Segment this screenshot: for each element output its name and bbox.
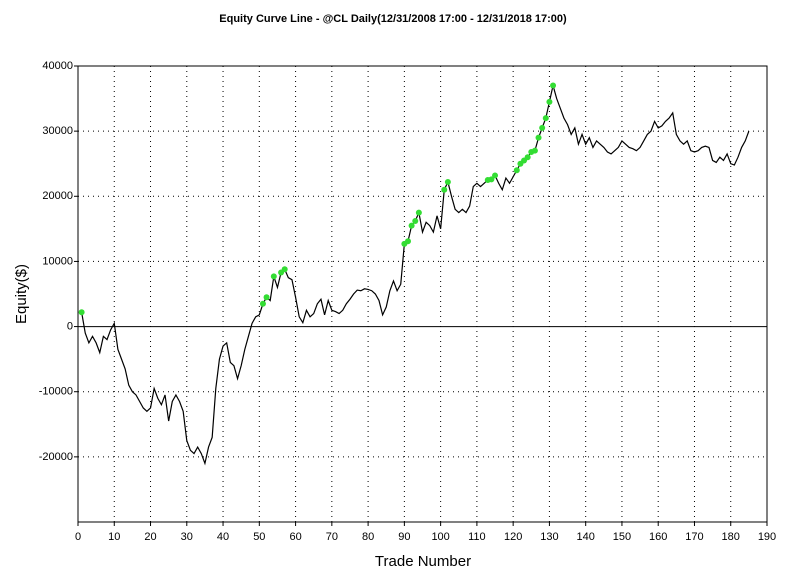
equity-high-marker — [444, 178, 451, 185]
equity-high-marker — [78, 309, 85, 316]
equity-high-marker — [408, 222, 415, 229]
equity-high-marker — [270, 273, 277, 280]
equity-high-marker — [263, 294, 270, 301]
plot-frame — [77, 65, 768, 523]
equity-line — [81, 85, 750, 466]
x-tick-label: 60 — [289, 531, 301, 543]
x-tick-label: 150 — [613, 531, 631, 543]
x-tick-label: 50 — [253, 531, 265, 543]
x-tick-label: 0 — [75, 531, 81, 543]
y-tick-label: 40000 — [42, 60, 73, 72]
y-tick-label: 20000 — [42, 190, 73, 202]
x-tick-label: 120 — [504, 531, 522, 543]
x-tick-label: 40 — [217, 531, 229, 543]
equity-high-marker — [531, 147, 538, 154]
x-tick-label: 140 — [577, 531, 595, 543]
x-tick-label: 170 — [685, 531, 703, 543]
equity-high-marker — [513, 167, 520, 174]
x-tick-label: 10 — [108, 531, 120, 543]
y-tick-label: -10000 — [39, 386, 73, 398]
y-tick-label: 30000 — [42, 125, 73, 137]
x-axis-label: Trade Number — [375, 553, 471, 570]
equity-high-marker — [535, 134, 542, 141]
equity-high-marker — [441, 186, 448, 193]
x-tick-label: 160 — [649, 531, 667, 543]
x-tick-label: 100 — [431, 531, 449, 543]
x-tick-label: 180 — [722, 531, 740, 543]
x-tick-label: 190 — [758, 531, 776, 543]
equity-high-marker — [488, 176, 495, 183]
equity-high-marker — [412, 218, 419, 225]
x-tick-label: 30 — [181, 531, 193, 543]
equity-high-marker — [524, 154, 531, 161]
equity-high-marker — [539, 124, 546, 131]
x-tick-label: 20 — [144, 531, 156, 543]
x-tick-label: 80 — [362, 531, 374, 543]
equity-high-marker — [259, 300, 266, 307]
y-tick-label: 0 — [67, 320, 73, 332]
y-tick-label: -20000 — [39, 451, 73, 463]
equity-high-marker — [415, 209, 422, 216]
equity-high-marker — [281, 266, 288, 273]
equity-high-marker — [542, 115, 549, 122]
equity-high-marker — [404, 238, 411, 245]
chart-title: Equity Curve Line - @CL Daily(12/31/2008… — [219, 13, 567, 25]
y-axis-label: Equity($) — [13, 264, 30, 324]
equity-high-marker — [492, 172, 499, 179]
x-tick-label: 110 — [468, 531, 486, 543]
x-tick-label: 70 — [326, 531, 338, 543]
equity-high-marker — [550, 82, 557, 89]
y-tick-label: 10000 — [42, 255, 73, 267]
x-tick-label: 90 — [398, 531, 410, 543]
equity-high-marker — [546, 98, 553, 105]
x-tick-label: 130 — [540, 531, 558, 543]
